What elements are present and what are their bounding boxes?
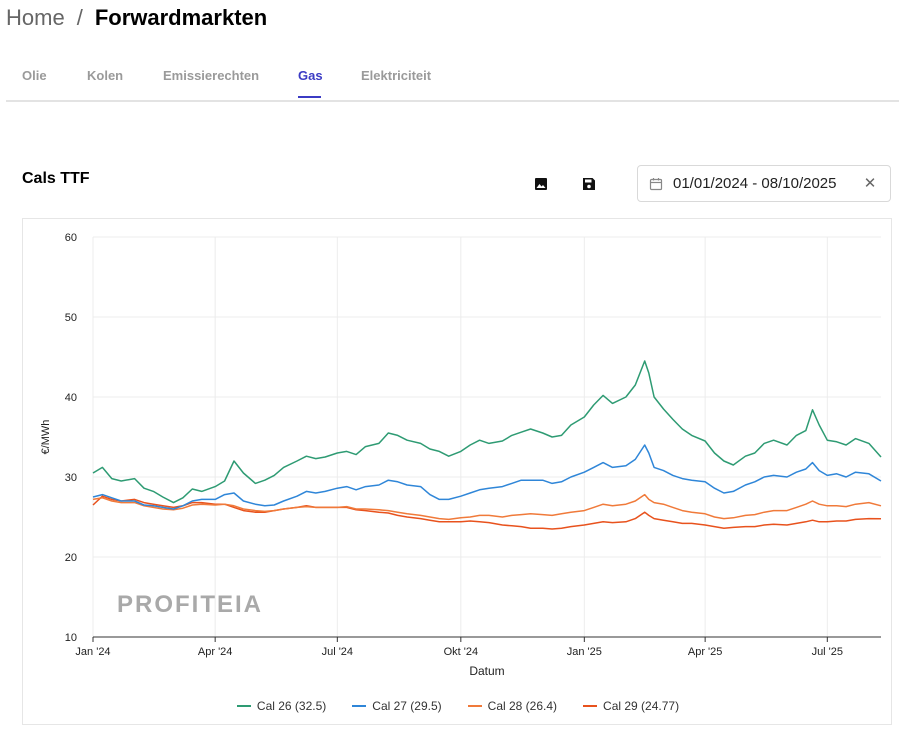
y-tick-label: 40 <box>65 392 77 404</box>
breadcrumb: Home / Forwardmarkten <box>6 2 267 34</box>
page-title: Forwardmarkten <box>94 5 268 30</box>
commodity-tabs: Olie Kolen Emissierechten Gas Elektricit… <box>6 58 899 102</box>
legend-label: Cal 27 (29.5) <box>372 699 442 713</box>
x-tick-label: Okt '24 <box>444 646 479 658</box>
watermark-logo: PROFITEIA <box>117 591 264 618</box>
legend-label: Cal 26 (32.5) <box>256 699 327 713</box>
y-tick-label: 50 <box>65 312 77 324</box>
series-line-cal26 <box>92 360 882 504</box>
chart-container: 10 20 30 40 50 60 Jan '24 Apr '24 Jul '24 Okt '24… <box>22 218 892 725</box>
chart-legend: Cal 26 (32.5) Cal 27 (29.5) Cal 28 (26.4… <box>23 699 893 713</box>
chart-title: Cals TTF <box>22 170 90 187</box>
tab-elektriciteit[interactable]: Elektriciteit <box>361 68 432 83</box>
close-icon[interactable]: ✕ <box>863 175 877 192</box>
legend-swatch <box>352 705 367 707</box>
y-axis-label: €/MWh <box>40 420 52 455</box>
legend-label: Cal 29 (24.77) <box>603 699 680 713</box>
legend-swatch <box>583 705 598 707</box>
tab-gas[interactable]: Gas <box>298 68 323 83</box>
legend-item-cal29[interactable]: Cal 29 (24.77) <box>583 699 679 713</box>
series-line-cal28 <box>92 493 882 521</box>
active-tab-indicator <box>298 96 321 98</box>
legend-item-cal26[interactable]: Cal 26 (32.5) <box>236 699 327 713</box>
line-chart: 10 20 30 40 50 60 Jan '24 Apr '24 Jul '24 Okt '24… <box>40 232 882 678</box>
x-tick-label: Apr '25 <box>688 646 723 658</box>
x-tick-label: Jan '25 <box>567 646 602 658</box>
tab-emissierechten[interactable]: Emissierechten <box>163 68 260 83</box>
x-tick-label: Jul '24 <box>322 646 353 658</box>
legend-item-cal28[interactable]: Cal 28 (26.4) <box>467 699 558 713</box>
calendar-icon <box>649 176 665 192</box>
date-range-picker[interactable]: 01/01/2024 - 08/10/2025 ✕ <box>637 165 891 202</box>
save-icon[interactable] <box>578 173 600 195</box>
breadcrumb-separator: / <box>76 5 83 30</box>
tab-olie[interactable]: Olie <box>22 68 47 83</box>
tab-kolen[interactable]: Kolen <box>87 68 124 83</box>
breadcrumb-home-link[interactable]: Home <box>6 5 65 30</box>
y-tick-label: 30 <box>65 472 77 484</box>
x-tick-label: Apr '24 <box>198 646 233 658</box>
x-tick-label: Jan '24 <box>75 646 110 658</box>
series-line-cal27 <box>92 444 882 510</box>
y-tick-label: 10 <box>65 632 77 644</box>
legend-item-cal27[interactable]: Cal 27 (29.5) <box>352 699 442 713</box>
legend-label: Cal 28 (26.4) <box>487 699 558 713</box>
x-axis-label: Datum <box>469 664 504 678</box>
legend-swatch <box>236 705 251 707</box>
date-range-value: 01/01/2024 - 08/10/2025 <box>673 175 837 192</box>
y-tick-label: 60 <box>65 232 77 244</box>
y-tick-label: 20 <box>65 552 77 564</box>
image-icon[interactable] <box>530 173 552 195</box>
x-tick-label: Jul '25 <box>812 646 843 658</box>
legend-swatch <box>467 705 482 707</box>
